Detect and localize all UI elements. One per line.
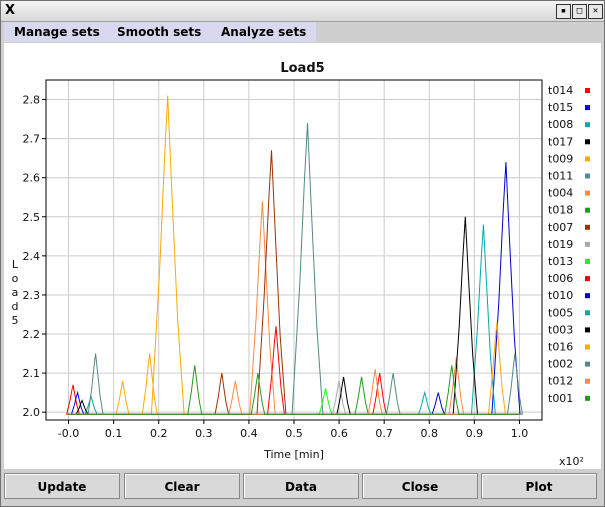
legend-swatch-t017 [585, 139, 590, 145]
data-button[interactable]: Data [243, 473, 359, 499]
x-tick-label: 0.6 [330, 427, 348, 440]
y-axis-label-char: a [11, 286, 19, 299]
update-button[interactable]: Update [4, 473, 120, 499]
series-line-t014 [66, 384, 520, 415]
app-menu-icon[interactable]: X [5, 3, 16, 18]
legend-swatch-t005 [585, 310, 590, 316]
x-tick-label: 0.1 [105, 427, 123, 440]
menu-smooth-sets[interactable]: Smooth sets [107, 22, 212, 42]
y-tick-label: 2.6 [23, 172, 41, 185]
legend-label-t012: t012 [548, 375, 573, 388]
x-scale-note: x10² [559, 455, 584, 468]
legend-label-t014: t014 [548, 84, 573, 97]
x-tick-label: -0.0 [58, 427, 79, 440]
x-tick-label: 0.2 [150, 427, 168, 440]
legend-swatch-t013 [585, 259, 590, 264]
legend-label-t019: t019 [548, 238, 573, 251]
menu-bar: Manage sets Smooth sets Analyze sets [4, 22, 604, 43]
y-tick-label: 2.7 [23, 133, 41, 146]
x-tick-label: 0.7 [375, 427, 393, 440]
y-axis-label-char: 5 [11, 314, 19, 327]
legend-swatch-t009 [585, 156, 590, 162]
chart-title: Load5 [280, 61, 325, 76]
legend-swatch-t010 [585, 293, 590, 299]
close-button[interactable]: Close [362, 473, 478, 499]
title-bar[interactable]: X ▪ □ ✕ [1, 1, 604, 22]
legend-swatch-t004 [585, 190, 590, 196]
legend-label-t015: t015 [548, 101, 573, 114]
legend-label-t002: t002 [548, 358, 573, 371]
series-line-t019 [68, 380, 520, 415]
legend-label-t009: t009 [548, 152, 573, 165]
legend-swatch-t001 [585, 395, 590, 401]
legend-label-t016: t016 [548, 341, 573, 354]
legend-swatch-t015 [585, 105, 590, 111]
legend-label-t005: t005 [548, 306, 573, 319]
series-line-t013 [68, 388, 520, 415]
y-tick-label: 2.0 [23, 406, 41, 419]
y-axis-label-char: o [11, 272, 19, 285]
legend-swatch-t007 [585, 224, 590, 230]
plot-button[interactable]: Plot [481, 473, 597, 499]
legend-label-t004: t004 [548, 187, 573, 200]
legend-swatch-t006 [585, 276, 590, 282]
y-tick-label: 2.4 [23, 250, 41, 263]
legend-label-t013: t013 [548, 255, 573, 268]
button-bar: Update Clear Data Close Plot [4, 471, 603, 504]
series-line-t017 [68, 399, 520, 415]
legend-label-t003: t003 [548, 323, 573, 336]
legend-label-t008: t008 [548, 118, 573, 131]
x-tick-label: 0.3 [195, 427, 213, 440]
y-tick-label: 2.8 [23, 94, 41, 107]
x-tick-label: 0.8 [421, 427, 439, 440]
legend-swatch-t002 [585, 361, 590, 367]
close-icon[interactable]: ✕ [588, 4, 603, 19]
clear-button[interactable]: Clear [124, 473, 240, 499]
x-tick-label: 1.0 [511, 427, 529, 440]
legend-swatch-t011 [585, 173, 590, 179]
y-tick-label: 2.3 [23, 289, 41, 302]
x-tick-label: 0.4 [240, 427, 258, 440]
legend-swatch-t003 [585, 327, 590, 333]
legend-swatch-t012 [585, 378, 590, 384]
x-axis-label: Time [min] [263, 448, 324, 461]
legend-label-t018: t018 [548, 204, 573, 217]
legend-label-t017: t017 [548, 135, 573, 148]
legend-label-t006: t006 [548, 272, 573, 285]
y-tick-label: 2.2 [23, 328, 41, 341]
y-tick-label: 2.1 [23, 367, 41, 380]
legend-swatch-t018 [585, 207, 590, 213]
x-tick-label: 0.5 [285, 427, 303, 440]
x-tick-label: 0.9 [466, 427, 484, 440]
menu-analyze-sets[interactable]: Analyze sets [211, 22, 317, 42]
legend-swatch-t019 [585, 241, 590, 247]
legend-label-t001: t001 [548, 392, 573, 405]
series-line-t001 [68, 365, 520, 415]
legend-swatch-t008 [585, 122, 590, 128]
legend-swatch-t016 [585, 344, 590, 350]
menu-manage-sets[interactable]: Manage sets [4, 22, 110, 42]
chart-canvas[interactable]: -0.0 0.1 0.2 0.3 0.4 0.5 0.6 0.7 0.8 0.9 1.0 2.0 2.1… [4, 43, 601, 469]
y-axis-label-char: d [11, 300, 19, 313]
y-axis-label-char: L [11, 258, 19, 271]
minimize-icon[interactable]: ▪ [556, 4, 571, 19]
legend-label-t007: t007 [548, 221, 573, 234]
legend-swatch-t014 [585, 88, 590, 93]
maximize-icon[interactable]: □ [572, 4, 587, 19]
y-tick-label: 2.5 [23, 211, 41, 224]
legend-label-t011: t011 [548, 170, 573, 183]
legend-label-t010: t010 [548, 289, 573, 302]
series-line-t015 [68, 390, 520, 415]
